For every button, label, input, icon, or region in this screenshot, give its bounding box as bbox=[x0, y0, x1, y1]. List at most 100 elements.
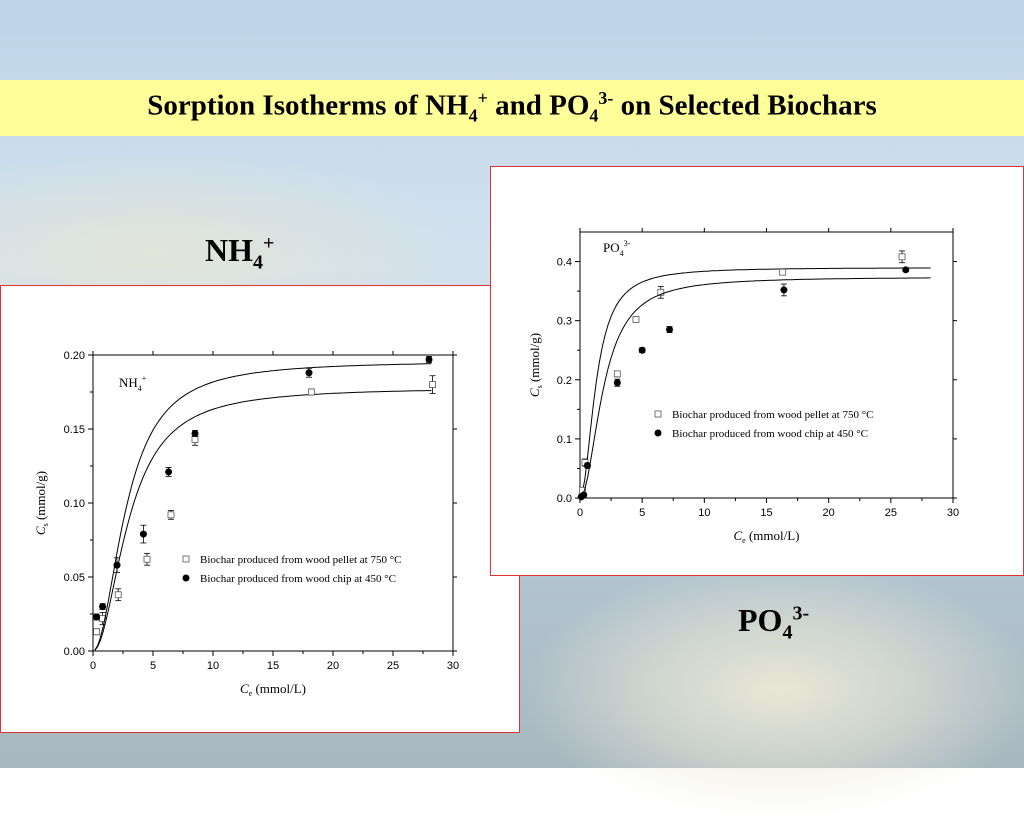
inset-label: PO43- bbox=[603, 239, 631, 258]
y-tick-label: 0.0 bbox=[557, 493, 572, 505]
inset-label-sup: + bbox=[142, 374, 147, 383]
plot-frame bbox=[92, 354, 454, 652]
data-point-square bbox=[779, 268, 787, 276]
data-point-square bbox=[93, 628, 100, 636]
data-point-square bbox=[114, 591, 122, 599]
x-tick-label: 25 bbox=[387, 660, 399, 672]
x-tick-label: 10 bbox=[207, 660, 219, 672]
inset-label: NH4+ bbox=[119, 374, 147, 393]
data-point-square bbox=[191, 435, 199, 443]
title-mid: and PO bbox=[487, 89, 590, 122]
y-tick-label: 0.20 bbox=[64, 350, 85, 362]
x-axis-title: Ce (mmol/L) bbox=[240, 681, 306, 698]
y-tick-label: 0.4 bbox=[557, 257, 572, 269]
fit-curve-2 bbox=[581, 277, 931, 497]
nh4-label-text: NH bbox=[205, 232, 253, 268]
data-point-circle bbox=[583, 461, 591, 469]
legend-marker-square bbox=[654, 410, 662, 418]
y-axis-title-symbol: C bbox=[527, 388, 542, 397]
data-point-square bbox=[613, 370, 621, 378]
y-axis-title-symbol: C bbox=[33, 526, 48, 535]
data-point-circle bbox=[638, 346, 646, 354]
x-tick-label: 15 bbox=[760, 507, 772, 519]
data-point-circle bbox=[580, 491, 588, 499]
x-tick-label: 25 bbox=[885, 507, 897, 519]
data-point-circle bbox=[191, 429, 199, 437]
y-axis-title-unit: (mmol/g) bbox=[527, 333, 542, 385]
x-axis-title-symbol: C bbox=[240, 681, 249, 696]
inset-label-sub: 4 bbox=[620, 249, 624, 258]
po4-chart-panel: 0 5 10 15 20 25 30 0.0 0.1 0.2 0.3 0.4 Ce (mmol/L) Cs… bbox=[490, 166, 1024, 576]
title-nh-sub: 4 bbox=[468, 105, 478, 126]
x-axis-title-symbol: C bbox=[733, 528, 742, 543]
legend-label: Biochar produced from wood chip at 450 °… bbox=[200, 573, 396, 585]
data-point-square bbox=[429, 381, 437, 388]
inset-label-text: NH bbox=[119, 375, 138, 390]
x-axis-title-unit: (mmol/L) bbox=[746, 528, 800, 543]
po4-label: PO43- bbox=[738, 602, 809, 644]
nh4-isotherm-chart: 0 5 10 15 20 25 30 0.00 0.05 0.10 0.15 0.20 Ce (mmol… bbox=[33, 350, 459, 698]
fit-curve-1 bbox=[581, 267, 931, 496]
x-tick-label: 15 bbox=[267, 660, 279, 672]
nh4-chart-panel: 0 5 10 15 20 25 30 0.00 0.05 0.10 0.15 0.20 Ce (mmol… bbox=[0, 285, 520, 733]
y-axis-title-unit: (mmol/g) bbox=[33, 471, 48, 523]
y-tick-label: 0.10 bbox=[64, 498, 85, 510]
x-tick-label: 20 bbox=[327, 660, 339, 672]
data-point-square bbox=[898, 253, 906, 261]
title-nh-sup: + bbox=[477, 88, 488, 108]
y-axis-title: Cs (mmol/g) bbox=[33, 471, 50, 535]
fit-curve-2 bbox=[94, 363, 432, 651]
data-point-circle bbox=[99, 603, 107, 611]
x-tick-label: 5 bbox=[150, 660, 156, 672]
x-axis-title-unit: (mmol/L) bbox=[252, 681, 306, 696]
legend-label: Biochar produced from wood chip at 450 °… bbox=[672, 428, 868, 440]
data-point-circle bbox=[425, 355, 433, 363]
title-band bbox=[0, 80, 1024, 136]
y-axis-title-sub: s bbox=[41, 523, 50, 526]
legend-marker-circle bbox=[654, 429, 662, 437]
y-tick-label: 0.1 bbox=[557, 434, 572, 446]
y-tick-label: 0.3 bbox=[557, 316, 572, 328]
x-tick-label: 20 bbox=[823, 507, 835, 519]
y-tick-label: 0.05 bbox=[64, 572, 85, 584]
nh4-label: NH4+ bbox=[205, 232, 274, 274]
legend-marker-circle bbox=[182, 574, 190, 582]
data-point-circle bbox=[113, 561, 121, 569]
data-point-circle bbox=[666, 326, 674, 334]
title-po-sup: 3- bbox=[598, 88, 614, 108]
inset-label-sub: 4 bbox=[138, 384, 142, 393]
data-point-square bbox=[307, 388, 315, 396]
x-tick-label: 0 bbox=[90, 660, 96, 672]
title-prefix: Sorption Isotherms of NH bbox=[147, 89, 469, 122]
data-point-circle bbox=[305, 369, 313, 377]
data-point-square bbox=[167, 511, 175, 519]
legend-label: Biochar produced from wood pellet at 750… bbox=[672, 409, 873, 421]
po4-label-sub: 4 bbox=[782, 621, 793, 644]
data-point-circle bbox=[165, 468, 173, 476]
slide-title: Sorption Isotherms of NH4+ and PO43- on … bbox=[0, 88, 1024, 126]
plot-frame bbox=[579, 231, 954, 499]
data-point-square bbox=[657, 288, 665, 296]
po4-label-sup: 3- bbox=[792, 602, 810, 625]
data-point-circle bbox=[902, 266, 910, 274]
y-tick-label: 0.00 bbox=[64, 646, 85, 658]
fit-curve-1 bbox=[94, 390, 432, 651]
data-point-circle bbox=[613, 379, 621, 387]
y-tick-label: 0.15 bbox=[64, 424, 85, 436]
inset-label-sup: 3- bbox=[624, 239, 631, 248]
title-po-sub: 4 bbox=[589, 105, 599, 126]
x-tick-label: 0 bbox=[577, 507, 583, 519]
title-suffix: on Selected Biochars bbox=[613, 89, 877, 122]
y-axis-title-sub: s bbox=[535, 385, 544, 388]
nh4-label-sub: 4 bbox=[253, 251, 263, 274]
sky-glow-decoration bbox=[520, 560, 1024, 820]
x-tick-label: 30 bbox=[947, 507, 959, 519]
legend-marker-square bbox=[182, 555, 190, 563]
x-tick-label: 10 bbox=[698, 507, 710, 519]
y-axis-title: Cs (mmol/g) bbox=[527, 333, 544, 397]
data-point-square bbox=[143, 555, 151, 563]
x-axis-title-sub: e bbox=[742, 536, 746, 545]
po4-label-text: PO bbox=[738, 602, 783, 638]
y-tick-label: 0.2 bbox=[557, 375, 572, 387]
legend-label: Biochar produced from wood pellet at 750… bbox=[200, 554, 401, 566]
